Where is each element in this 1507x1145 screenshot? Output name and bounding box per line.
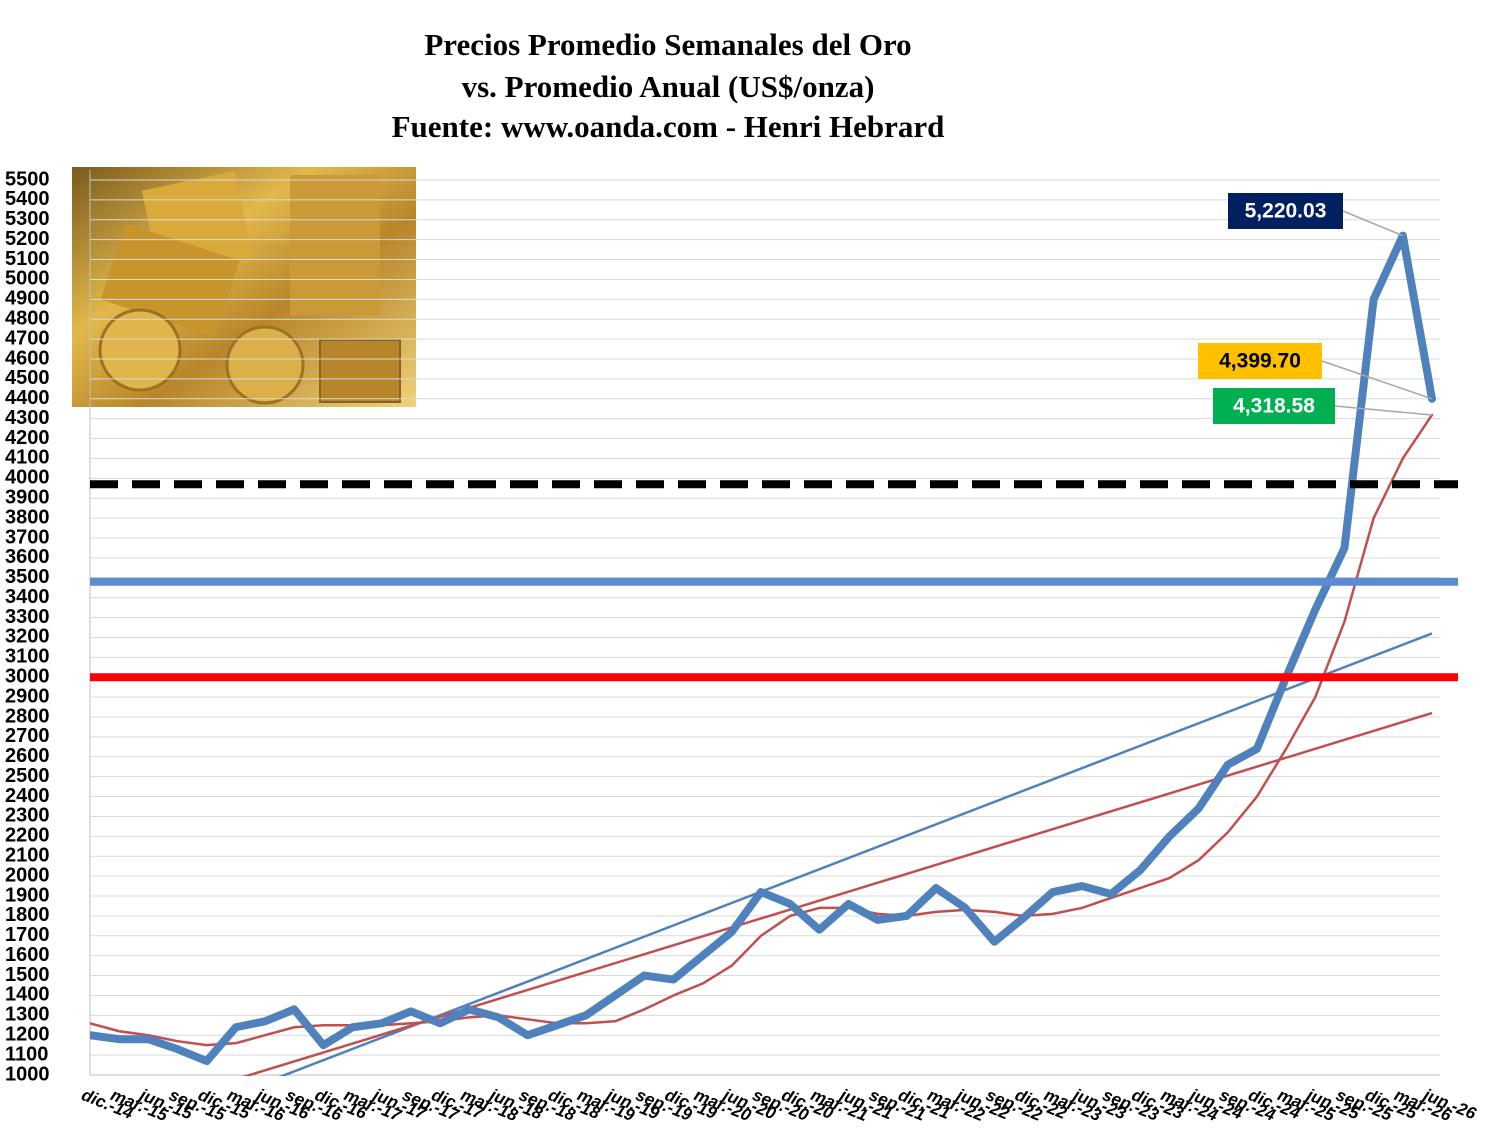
trend-line: [242, 711, 1433, 1076]
y-tick-label: 5200: [5, 228, 50, 250]
y-tick-label: 4700: [5, 327, 50, 349]
annotation-label: 4,318.58: [1233, 395, 1315, 418]
y-tick-label: 3600: [5, 546, 50, 568]
y-tick-label: 5400: [5, 188, 50, 210]
y-tick-label: 2600: [5, 745, 50, 767]
y-tick-label: 1300: [5, 1004, 50, 1026]
y-tick-label: 3300: [5, 606, 50, 628]
y-tick-label: 2100: [5, 845, 50, 867]
y-tick-label: 2000: [5, 864, 50, 886]
y-tick-label: 3400: [5, 586, 50, 608]
y-tick-label: 5000: [5, 268, 50, 290]
chart-title: Fuente: www.oanda.com - Henri Hebrard: [392, 109, 945, 144]
annotation-leader: [1321, 360, 1433, 400]
y-tick-label: 1600: [5, 944, 50, 966]
annotation-label: 4,399.70: [1219, 350, 1301, 373]
y-tick-label: 5300: [5, 208, 50, 230]
y-tick-label: 3700: [5, 526, 50, 548]
y-tick-label: 1400: [5, 984, 50, 1006]
y-tick-label: 1100: [5, 1043, 48, 1065]
y-tick-label: 4600: [5, 347, 50, 369]
y-tick-label: 3100: [5, 646, 50, 668]
y-tick-label: 4400: [5, 387, 50, 409]
gold-photo: [72, 167, 416, 407]
y-tick-label: 3200: [5, 626, 50, 648]
y-tick-label: 2800: [5, 705, 50, 727]
y-tick-label: 3000: [5, 666, 50, 688]
chart-title: Precios Promedio Semanales del Oro: [424, 27, 911, 62]
y-tick-label: 2300: [5, 805, 50, 827]
y-tick-label: 2500: [5, 765, 50, 787]
y-tick-label: 2200: [5, 825, 50, 847]
y-tick-label: 2900: [5, 685, 50, 707]
y-tick-label: 4900: [5, 288, 50, 310]
y-tick-label: 5500: [5, 168, 50, 190]
annotation-leader: [1342, 210, 1404, 237]
y-tick-label: 3500: [5, 566, 50, 588]
y-tick-label: 3800: [5, 506, 50, 528]
series-line: [90, 231, 1436, 1066]
y-tick-label: 4500: [5, 367, 50, 389]
y-tick-label: 5100: [5, 248, 50, 270]
y-tick-label: 1900: [5, 884, 50, 906]
chart-title: vs. Promedio Anual (US$/onza): [462, 69, 875, 104]
annotation-label: 5,220.03: [1245, 200, 1327, 223]
y-tick-label: 4100: [5, 447, 50, 469]
y-tick-label: 2700: [5, 725, 50, 747]
y-tick-label: 4000: [5, 467, 50, 489]
y-tick-label: 4300: [5, 407, 50, 429]
annotation-box: [1213, 388, 1335, 424]
annotation-leader: [1334, 405, 1433, 416]
annotation-box: [1198, 343, 1322, 379]
y-tick-label: 1500: [5, 964, 50, 986]
y-tick-label: 1200: [5, 1024, 50, 1046]
annotation-box: [1228, 193, 1343, 229]
y-tick-label: 1800: [5, 904, 50, 926]
y-tick-label: 4800: [5, 308, 50, 330]
y-tick-label: 3900: [5, 487, 50, 509]
y-tick-label: 1700: [5, 924, 50, 946]
y-tick-label: 1000: [5, 1063, 50, 1085]
series-line: [90, 413, 1434, 1047]
y-tick-label: 2400: [5, 785, 50, 807]
y-tick-label: 4200: [5, 427, 50, 449]
